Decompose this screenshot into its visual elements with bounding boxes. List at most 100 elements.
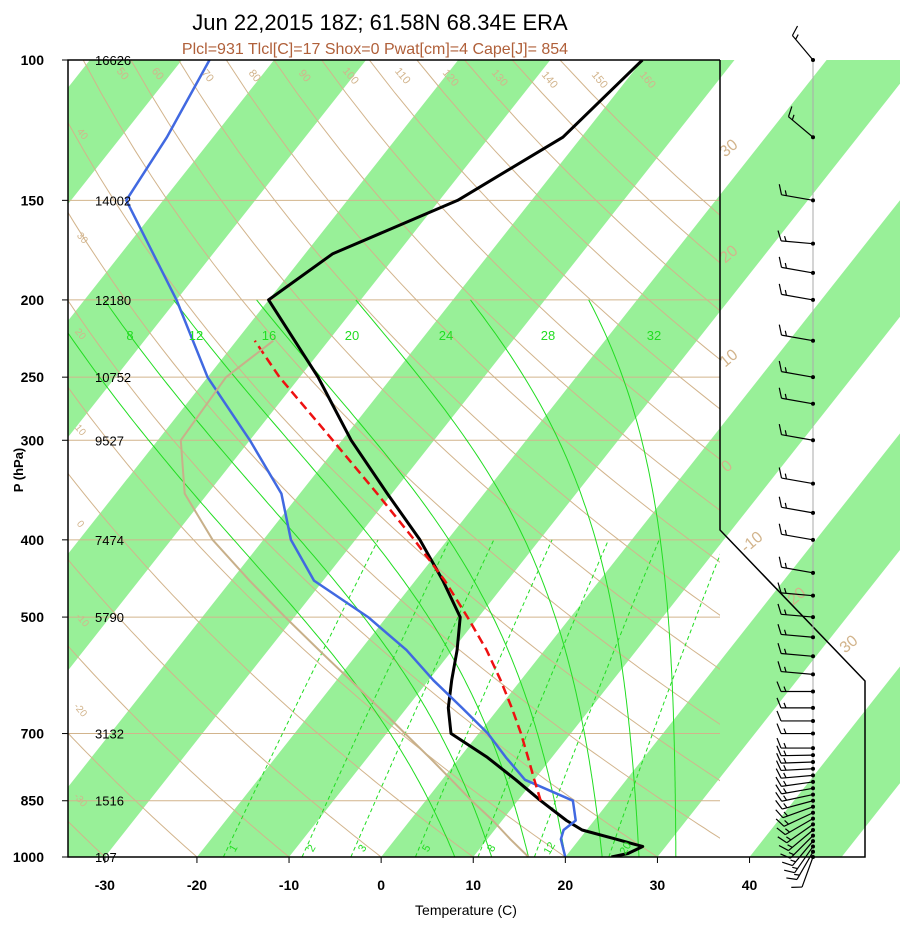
height-label: 10752 — [95, 370, 131, 385]
wind-barb-half — [784, 430, 787, 436]
y-axis-label: P (hPa) — [11, 448, 26, 493]
wind-barb — [784, 818, 814, 836]
moist-adiabat-label: 12 — [189, 328, 203, 343]
height-label: 16626 — [95, 53, 131, 68]
wind-barb-point — [811, 833, 815, 838]
wind-barb-point — [811, 654, 815, 659]
wind-barb — [796, 851, 814, 880]
moist-adiabat-label: 16 — [262, 328, 276, 343]
mixing-ratio-line — [533, 539, 660, 857]
wind-barb-point — [811, 338, 815, 343]
wind-barb — [781, 334, 814, 342]
wind-panel-bands — [720, 60, 900, 857]
wind-barb-point — [811, 270, 815, 275]
moist-adiabat-label: 24 — [439, 328, 453, 343]
wind-barb-point — [811, 844, 815, 849]
wind-barb-half — [784, 289, 787, 296]
dry-adiabat-line — [178, 60, 720, 616]
profile-lines — [125, 60, 645, 857]
wind-barb-flag — [778, 424, 783, 435]
height-label: 14002 — [95, 193, 131, 208]
wind-barb — [783, 812, 814, 827]
wind-barb-flag — [778, 496, 783, 508]
wind-barb-half — [783, 666, 787, 673]
wind-barb-point — [811, 593, 815, 598]
height-labels: 16626 14002 12180 10752 9527 7474 5790 3132 1516… — [95, 53, 131, 865]
wind-barb-flag — [775, 760, 782, 771]
virtual-temperature-profile — [179, 339, 530, 857]
wind-barb — [781, 293, 814, 301]
dry-adiabat-label: 140 — [539, 69, 560, 91]
chart-subtitle: Plcl=931 Tlcl[C]=17 Shox=0 Pwat[cm]=4 Ca… — [182, 41, 568, 58]
wind-barb-half — [783, 742, 787, 749]
dry-adiabat-line — [68, 472, 474, 857]
wind-barb — [781, 670, 814, 675]
wind-barb-flag — [778, 387, 783, 399]
wind-barb — [791, 840, 814, 866]
wind-barb — [791, 35, 814, 61]
wind-barb-point — [811, 438, 815, 443]
wind-barb-half — [784, 820, 789, 825]
wind-barb — [781, 774, 814, 779]
wind-barb-flag — [775, 784, 782, 795]
x-tick-label: 0 — [377, 877, 385, 893]
wind-barb-flag — [776, 710, 782, 722]
temperature-band — [720, 60, 900, 857]
wind-barb-point — [811, 198, 815, 203]
dry-adiabat-line — [82, 60, 720, 725]
wind-barb-point — [811, 773, 815, 778]
wind-barb-flag — [777, 661, 782, 672]
wind-barb-flag — [777, 623, 782, 635]
wind-barbs — [775, 25, 815, 889]
moist-adiabats — [68, 299, 677, 857]
wind-barb — [786, 823, 814, 844]
wind-barb-point — [811, 753, 815, 758]
wind-barb-flag — [776, 723, 782, 734]
wind-barb-half — [788, 852, 795, 856]
wind-barb-half — [783, 795, 788, 801]
temperature-band — [68, 60, 720, 857]
dry-adiabat-label: 70 — [199, 68, 216, 85]
wind-barb-point — [811, 855, 815, 859]
wind-barb — [781, 768, 814, 772]
x-tick-label: 10 — [465, 877, 481, 893]
wind-barb-flag — [776, 753, 782, 764]
wind-barb-flag — [782, 861, 793, 867]
wind-barb-point — [811, 705, 815, 710]
chart-title: Jun 22,2015 18Z; 61.58N 68.34E ERA — [192, 10, 568, 35]
wind-barb-half — [783, 811, 789, 817]
temperature-band — [720, 60, 900, 857]
wind-barb-point — [811, 375, 815, 380]
wind-barb-point — [811, 241, 815, 246]
dry-adiabat-line — [68, 558, 382, 857]
wind-barb-flag — [775, 791, 783, 802]
wind-barb — [781, 566, 814, 574]
moist-adiabat-line — [68, 332, 456, 857]
wind-barb-half — [784, 502, 787, 509]
wind-barb-half — [784, 367, 787, 373]
x-axis-label: Temperature (C) — [415, 902, 517, 918]
dry-adiabat-label: 0 — [74, 519, 86, 531]
wind-barb-half — [783, 648, 787, 655]
wind-barb-flag — [775, 800, 783, 810]
wind-barb-half — [784, 330, 787, 337]
wind-barb-flag — [775, 776, 782, 787]
wind-barb-point — [811, 731, 815, 736]
moist-adiabat-label: 32 — [647, 328, 661, 343]
wind-barb-point — [811, 849, 815, 854]
wind-barb-half — [783, 629, 787, 636]
temperature-band — [196, 194, 720, 857]
y-tick-label: 200 — [21, 292, 45, 308]
wind-barb-half — [784, 262, 787, 269]
mixing-ratio-label: 1 — [227, 843, 240, 854]
x-tick-label: -10 — [279, 877, 299, 893]
wind-barb — [780, 754, 814, 757]
wind-barb-half — [783, 587, 787, 594]
wind-barb-half — [783, 765, 787, 771]
x-tick-label: -30 — [95, 877, 115, 893]
wind-barb-half — [783, 772, 787, 779]
wind-barb-half — [783, 803, 788, 809]
wind-barb-flag — [778, 184, 783, 195]
wind-barb-flag — [778, 324, 783, 336]
mixing-ratio-label: 12 — [542, 840, 559, 857]
